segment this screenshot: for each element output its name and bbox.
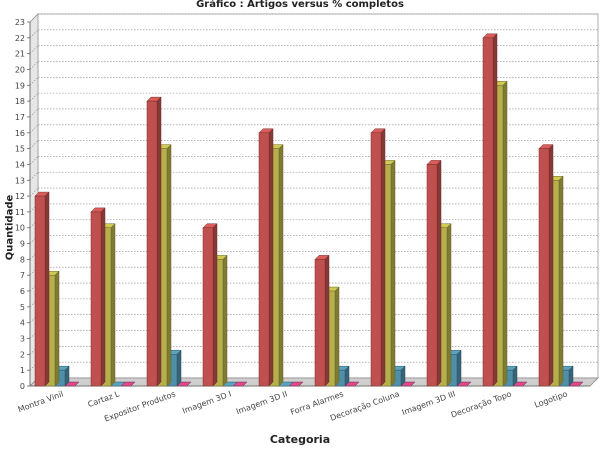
y-tick-label: 13	[15, 176, 25, 185]
x-category-label: Decoração Topo	[450, 389, 513, 419]
gridline-wall	[29, 172, 39, 181]
bar-side	[298, 381, 304, 387]
gridline-wall	[29, 29, 39, 39]
bar-side	[54, 270, 60, 387]
bar-side	[446, 223, 452, 387]
chart-title: Gráfico : Artigos versus % completos	[196, 0, 404, 10]
bar-side	[288, 381, 294, 387]
x-category-label: Montra Vinil	[17, 389, 65, 414]
bar-side	[492, 33, 498, 387]
bar	[370, 132, 382, 387]
bar-side	[466, 381, 472, 387]
y-tick-label: 11	[15, 208, 25, 217]
bar-side	[380, 128, 386, 387]
x-axis-label: Categoria	[269, 433, 331, 446]
y-tick-label: 4	[20, 319, 25, 328]
y-tick-label: 0	[20, 382, 25, 391]
bar-side	[110, 223, 116, 387]
y-tick-label: 18	[15, 97, 25, 106]
bar-side	[268, 128, 274, 387]
y-tick-label: 23	[15, 18, 25, 27]
gridline-wall	[29, 156, 39, 165]
bar	[314, 259, 326, 387]
bar	[258, 132, 270, 387]
bar	[90, 211, 102, 387]
bar-side	[354, 381, 360, 387]
bar-side	[74, 381, 80, 387]
bar-side	[558, 175, 564, 387]
gridline-wall	[29, 140, 39, 149]
bar-side	[242, 381, 248, 387]
gridline-wall	[29, 187, 39, 197]
y-tick-label: 7	[20, 271, 25, 280]
bar-side	[186, 381, 192, 387]
bar-side	[522, 381, 528, 387]
y-tick-label: 12	[15, 192, 25, 201]
x-category-label: Cartaz L	[87, 389, 122, 409]
bar	[426, 164, 438, 387]
bar-side	[176, 349, 182, 387]
y-tick-label: 5	[20, 303, 25, 312]
x-category-label: Imagem 3D II	[235, 389, 289, 416]
bar-side	[324, 254, 330, 387]
gridline-wall	[29, 108, 39, 118]
bar-side	[390, 159, 396, 387]
bar-side	[334, 286, 340, 387]
y-tick-label: 8	[20, 255, 25, 264]
gridline-wall	[29, 13, 39, 23]
y-tick-label: 19	[15, 81, 25, 90]
y-tick-label: 20	[15, 65, 25, 74]
bar-side	[120, 381, 126, 387]
y-tick-label: 14	[15, 160, 25, 169]
bar	[538, 148, 550, 387]
y-tick-label: 6	[20, 287, 25, 296]
bar-side	[502, 80, 508, 387]
bar-side	[156, 96, 162, 387]
y-tick-label: 2	[20, 350, 25, 359]
x-category-label: Logotipo	[533, 389, 569, 409]
bar-side	[100, 207, 106, 387]
bar-side	[436, 159, 442, 387]
bar-side	[212, 223, 218, 387]
y-tick-label: 15	[15, 145, 25, 154]
gridline-wall	[29, 45, 39, 54]
bar	[482, 37, 494, 387]
gridline-wall	[29, 124, 39, 133]
y-tick-label: 10	[15, 224, 25, 233]
bar-side	[410, 381, 416, 387]
bar-side	[278, 144, 284, 387]
y-tick-label: 3	[20, 335, 25, 344]
bar-side	[222, 254, 228, 387]
x-category-label: Imagem 3D I	[181, 389, 233, 415]
bar	[146, 100, 158, 387]
x-category-label: Imagem 3D III	[401, 389, 457, 417]
bar-side	[166, 144, 172, 387]
gridline-wall	[29, 61, 39, 70]
y-tick-label: 1	[20, 366, 25, 375]
y-tick-label: 21	[15, 50, 25, 59]
gridline-wall	[29, 77, 39, 86]
bar-side	[456, 349, 462, 387]
gridline-wall	[29, 92, 39, 102]
y-tick-label: 9	[20, 240, 25, 249]
bar-side	[578, 381, 584, 387]
y-tick-label: 16	[15, 129, 25, 138]
y-tick-label: 17	[15, 113, 25, 122]
bar	[34, 195, 46, 387]
bar	[202, 227, 214, 387]
bar-side	[130, 381, 136, 387]
y-tick-label: 22	[15, 34, 25, 43]
bar-side	[232, 381, 238, 387]
bar-side	[44, 191, 50, 387]
bar-side	[548, 144, 554, 387]
